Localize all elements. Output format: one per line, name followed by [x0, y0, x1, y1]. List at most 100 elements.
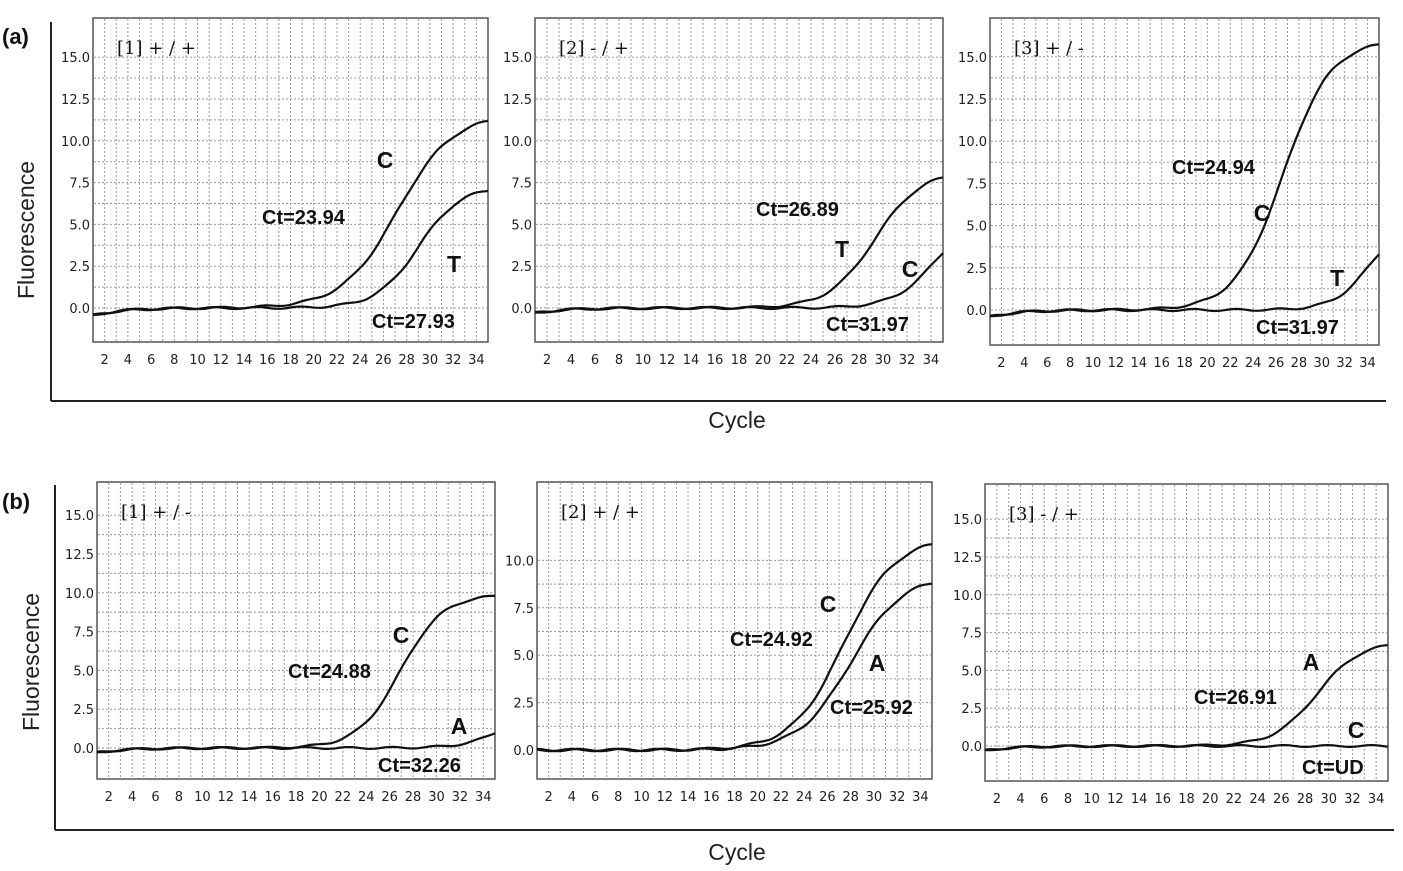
x-tick-label: 12: [217, 790, 234, 805]
x-tick-label: 24: [1245, 356, 1262, 371]
x-tick-label: 4: [1016, 792, 1024, 807]
y-tick-label: 7.5: [69, 177, 90, 192]
y-tick-label: 7.5: [73, 626, 94, 641]
y-tick-label: 0.0: [69, 302, 90, 317]
x-tick-label: 16: [264, 790, 281, 805]
series-name-label: T: [447, 251, 461, 277]
x-tick-label: 10: [194, 790, 211, 805]
x-tick-label: 16: [259, 353, 276, 368]
x-tick-label: 22: [335, 790, 352, 805]
x-tick-label: 10: [635, 353, 652, 368]
x-tick-label: 26: [1273, 792, 1290, 807]
row-b-y-axis-title: Fluorescence: [18, 593, 44, 731]
x-tick-label: 14: [1131, 792, 1148, 807]
x-tick-label: 32: [445, 353, 462, 368]
curve-a: [96, 732, 496, 754]
x-tick-label: 14: [683, 353, 700, 368]
x-tick-label: 8: [614, 790, 622, 805]
x-tick-label: 22: [773, 790, 790, 805]
x-tick-label: 30: [428, 790, 445, 805]
y-tick-label: 10.0: [61, 135, 90, 150]
x-tick-label: 28: [1297, 792, 1314, 807]
x-tick-label: 32: [1344, 792, 1361, 807]
series-name-label: C: [820, 591, 837, 617]
x-tick-label: 30: [1314, 356, 1331, 371]
y-tick-label: 12.5: [953, 551, 982, 566]
chart-title: [3] - / +: [1009, 504, 1079, 525]
x-tick-label: 32: [899, 353, 916, 368]
y-tick-label: 15.0: [958, 51, 987, 66]
y-tick-label: 5.0: [73, 664, 94, 679]
chart-title: [2] + / +: [561, 502, 640, 523]
plot-area: [96, 481, 496, 780]
curve-a: [536, 582, 933, 753]
x-tick-label: 2: [993, 792, 1001, 807]
x-tick-label: 4: [567, 353, 575, 368]
x-tick-label: 34: [468, 353, 485, 368]
y-tick-label: 5.0: [511, 218, 532, 233]
x-tick-label: 6: [1040, 792, 1048, 807]
ct-value-label: Ct=31.97: [1256, 317, 1339, 339]
plot-area: [534, 17, 944, 343]
ct-value-label: Ct=23.94: [262, 207, 346, 229]
y-tick-label: 0.0: [511, 302, 532, 317]
x-tick-label: 12: [657, 790, 674, 805]
series-name-label: A: [1303, 649, 1320, 675]
x-tick-label: 34: [912, 790, 929, 805]
row-a-y-axis-title: Fluorescence: [13, 161, 39, 299]
row-b-x-axis-title: Cycle: [708, 839, 766, 865]
y-tick-label: 15.0: [61, 51, 90, 66]
chart-a2: 0.02.55.07.510.012.515.02 4 6 8 10 12 14 16 18 20…: [503, 17, 944, 368]
x-tick-label: 18: [726, 790, 743, 805]
y-tick-label: 0.0: [513, 744, 534, 759]
x-tick-label: 20: [749, 790, 766, 805]
series-name-label: C: [377, 147, 394, 173]
series-name-label: A: [869, 650, 886, 676]
y-tick-label: 10.0: [958, 135, 987, 150]
x-tick-label: 6: [591, 353, 599, 368]
x-tick-label: 34: [1359, 356, 1376, 371]
x-tick-label: 22: [329, 353, 346, 368]
x-tick-label: 2: [105, 790, 113, 805]
x-tick-label: 18: [1178, 792, 1195, 807]
x-tick-label: 8: [170, 353, 178, 368]
x-tick-label: 4: [1020, 356, 1028, 371]
x-tick-label: 26: [819, 790, 836, 805]
y-tick-label: 7.5: [511, 177, 532, 192]
x-tick-label: 20: [755, 353, 772, 368]
x-tick-label: 12: [213, 353, 230, 368]
y-tick-label: 2.5: [966, 262, 987, 277]
panel-label-a: (a): [2, 24, 29, 49]
y-tick-label: 12.5: [958, 93, 987, 108]
y-tick-label: 5.0: [966, 220, 987, 235]
x-tick-label: 10: [1083, 792, 1100, 807]
y-tick-label: 12.5: [65, 548, 94, 563]
chart-title: [2] - / +: [559, 38, 629, 59]
plot-area: [536, 481, 933, 780]
chart-b3: 0.0 2.5 5.0 7.5 10.0 12.5 15.0 2 4 6 8 10 12 14 16 18 20…: [953, 483, 1389, 807]
curve-t: [989, 253, 1380, 318]
y-tick-label: 5.0: [69, 218, 90, 233]
x-tick-label: 8: [1066, 356, 1074, 371]
x-tick-label: 4: [124, 353, 132, 368]
x-tick-label: 22: [1222, 356, 1239, 371]
x-tick-label: 24: [803, 353, 820, 368]
chart-b1: 0.02.55.07.510.012.515.02 4 6 8 10 12 14 16 18 20…: [65, 481, 496, 805]
x-tick-label: 8: [175, 790, 183, 805]
series-name-label: T: [835, 236, 849, 262]
curve-t: [92, 189, 489, 317]
y-tick-label: 0.0: [73, 742, 94, 757]
ct-value-label: Ct=24.94: [1172, 157, 1256, 179]
y-tick-label: 7.5: [961, 627, 982, 642]
x-tick-label: 28: [398, 353, 415, 368]
x-tick-label: 18: [288, 790, 305, 805]
x-tick-label: 10: [633, 790, 650, 805]
ct-value-label: Ct=26.89: [756, 199, 839, 221]
x-tick-label: 34: [475, 790, 492, 805]
y-tick-label: 2.5: [511, 260, 532, 275]
chart-a3: 0.02.55.07.510.012.515.02 4 6 8 10 12 14 16 18 20…: [958, 17, 1380, 371]
x-tick-label: 20: [311, 790, 328, 805]
x-tick-label: 2: [544, 790, 552, 805]
ct-value-label: Ct=UD: [1302, 757, 1364, 779]
x-tick-label: 26: [381, 790, 398, 805]
